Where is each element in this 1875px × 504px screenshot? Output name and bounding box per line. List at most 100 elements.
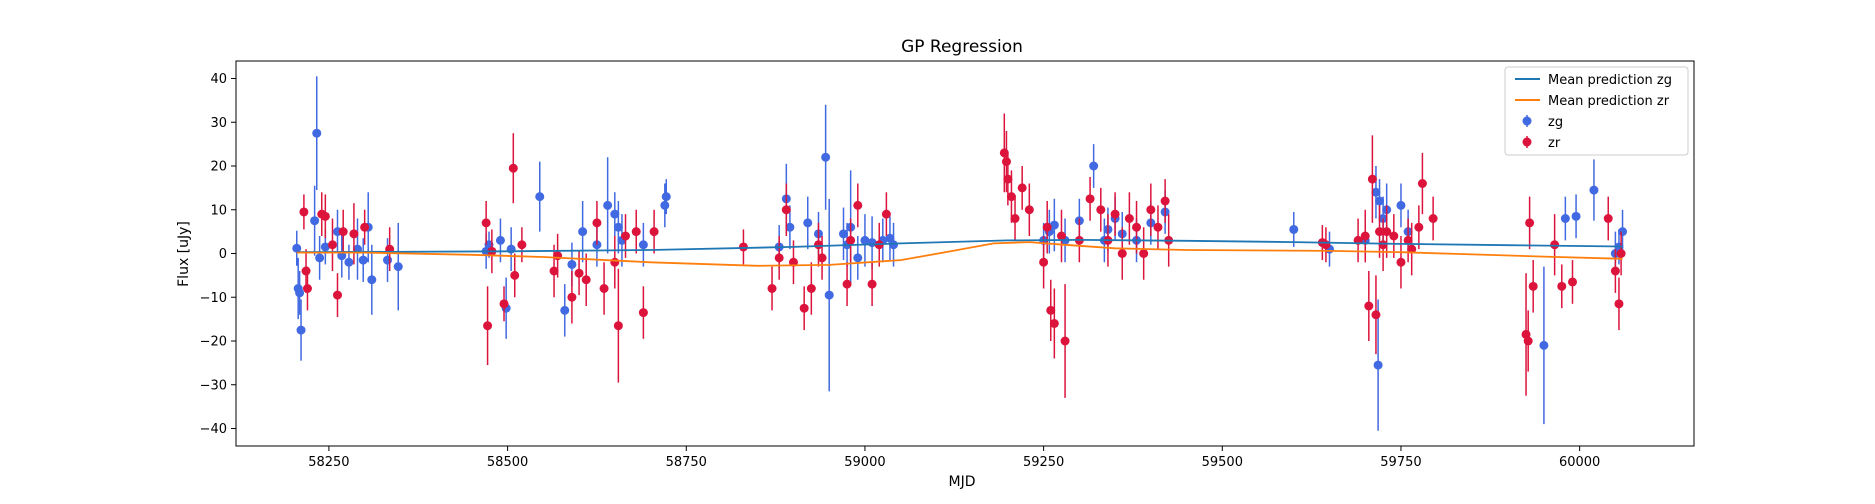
point-zg [603, 200, 613, 210]
x-tick-label: 59250 [1023, 455, 1064, 470]
point-zr [1382, 227, 1392, 237]
y-tick-label: −10 [200, 291, 227, 306]
point-zr [499, 299, 509, 309]
point-zr [581, 275, 591, 285]
point-zr [301, 266, 311, 276]
point-zr [1124, 214, 1134, 223]
point-zg [567, 259, 577, 269]
point-zg [1589, 185, 1599, 195]
point-zr [549, 266, 559, 276]
point-zr [299, 207, 309, 217]
point-zr [774, 253, 784, 263]
y-tick-label: −20 [200, 335, 227, 350]
point-zr [799, 303, 809, 313]
point-zr [1039, 257, 1049, 267]
y-tick-label: 10 [210, 203, 227, 218]
legend-box [1504, 66, 1689, 156]
point-zr [1160, 196, 1170, 206]
point-zr [1010, 214, 1020, 223]
point-zr [332, 290, 342, 300]
mean-line-zg [296, 238, 1623, 254]
x-tick-label: 59000 [844, 455, 885, 470]
point-zr [1110, 209, 1120, 219]
point-zr [338, 227, 348, 237]
point-zg [295, 288, 305, 298]
point-zg [1089, 161, 1099, 171]
point-zg [367, 275, 377, 285]
legend-label: Mean prediction zg [1548, 73, 1672, 88]
point-zg [660, 200, 670, 210]
point-zr [327, 240, 337, 250]
point-zg [292, 243, 302, 253]
mean-line-zr [296, 241, 1623, 267]
point-zr [483, 321, 493, 331]
point-zr [649, 227, 659, 237]
point-zr [1610, 266, 1620, 276]
point-zg [824, 290, 834, 300]
point-zr [1321, 240, 1331, 250]
y-tick-label: 20 [210, 160, 227, 175]
point-zr [1389, 231, 1399, 241]
point-zg [310, 216, 320, 226]
x-tick-label: 58250 [308, 455, 349, 470]
point-zg [315, 253, 325, 263]
series-zr [299, 113, 1626, 398]
point-zr [1371, 310, 1381, 320]
point-zr [1407, 244, 1417, 254]
point-zr [853, 200, 863, 210]
point-zr [1049, 319, 1059, 328]
point-zr [1060, 336, 1070, 346]
point-zr [817, 253, 827, 263]
point-zr [1006, 192, 1016, 202]
point-zg [610, 209, 620, 219]
point-zg [312, 128, 322, 138]
y-tick-label: 40 [210, 72, 227, 87]
point-zg [1396, 200, 1406, 210]
x-tick-label: 59500 [1202, 455, 1243, 470]
point-zr [1375, 227, 1385, 237]
point-zr [781, 205, 791, 215]
point-zr [1096, 205, 1106, 215]
point-zr [320, 211, 330, 221]
point-zr [1417, 179, 1427, 188]
legend-label: Mean prediction zr [1548, 94, 1670, 109]
x-axis-label: MJD [949, 474, 976, 490]
point-zr [806, 284, 816, 293]
point-zr [1364, 301, 1374, 311]
series-zg [292, 76, 1628, 431]
point-zg [320, 242, 330, 252]
point-zr [1378, 240, 1388, 250]
point-zr [1367, 174, 1377, 184]
legend-swatch-marker [1522, 137, 1532, 147]
point-zg [495, 235, 505, 245]
point-zg [383, 255, 393, 265]
point-zr [1017, 183, 1027, 193]
point-zg [785, 222, 795, 232]
point-zr [1046, 305, 1056, 315]
point-zr [767, 284, 777, 293]
point-zg [535, 192, 545, 202]
point-zr [1614, 299, 1624, 309]
point-zr [349, 229, 359, 239]
point-zr [592, 218, 602, 228]
point-zr [599, 284, 609, 293]
point-zg [1375, 196, 1385, 206]
point-zg [578, 227, 588, 237]
point-zg [393, 262, 403, 272]
legend[interactable]: Mean prediction zg Mean prediction zr zg zr [1504, 66, 1689, 156]
point-zr [842, 279, 852, 289]
point-zg [839, 229, 848, 239]
point-zr [1523, 336, 1533, 346]
point-zr [867, 279, 877, 289]
point-zg [860, 235, 870, 245]
legend-swatch-marker [1522, 116, 1532, 126]
point-zg [560, 305, 570, 315]
x-tick-label: 58750 [666, 455, 707, 470]
point-zg [821, 152, 831, 162]
point-zr [738, 242, 748, 252]
point-zg [358, 255, 368, 265]
legend-label: zr [1548, 136, 1561, 151]
point-zr [481, 218, 491, 228]
y-tick-label: −40 [200, 422, 227, 437]
point-zr [360, 222, 370, 232]
